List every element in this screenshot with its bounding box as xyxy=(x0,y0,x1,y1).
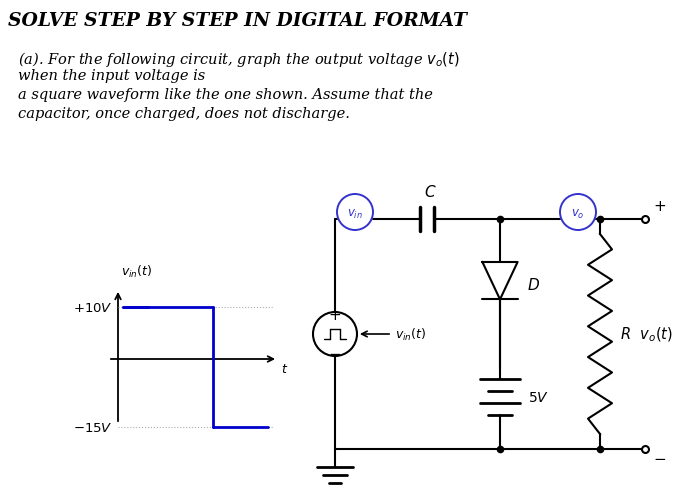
Text: $t$: $t$ xyxy=(281,362,288,375)
Text: +: + xyxy=(653,199,665,214)
Text: +: + xyxy=(329,307,342,323)
Text: $v_o$: $v_o$ xyxy=(571,207,584,220)
Text: $R \ \ v_o(t)$: $R \ \ v_o(t)$ xyxy=(620,325,673,344)
Text: (a). For the following circuit, graph the output voltage $v_o(t)$: (a). For the following circuit, graph th… xyxy=(18,50,460,69)
Text: −: − xyxy=(653,451,665,466)
Text: −: − xyxy=(329,346,342,361)
Text: a square waveform like the one shown. Assume that the: a square waveform like the one shown. As… xyxy=(18,88,433,102)
Text: $-15V$: $-15V$ xyxy=(73,421,113,434)
Text: $v_{in}(t)$: $v_{in}(t)$ xyxy=(395,326,426,343)
Text: SOLVE STEP BY STEP IN DIGITAL FORMAT: SOLVE STEP BY STEP IN DIGITAL FORMAT xyxy=(8,12,467,30)
Text: $5V$: $5V$ xyxy=(528,390,549,404)
Text: $v_{in}(t)$: $v_{in}(t)$ xyxy=(121,264,152,280)
Text: when the input voltage is: when the input voltage is xyxy=(18,69,205,83)
Text: $D$: $D$ xyxy=(527,276,540,292)
Text: $+10V$: $+10V$ xyxy=(73,301,113,314)
Text: $v_{in}$: $v_{in}$ xyxy=(347,207,363,220)
Text: capacitor, once charged, does not discharge.: capacitor, once charged, does not discha… xyxy=(18,107,350,121)
Text: $C$: $C$ xyxy=(424,183,436,200)
